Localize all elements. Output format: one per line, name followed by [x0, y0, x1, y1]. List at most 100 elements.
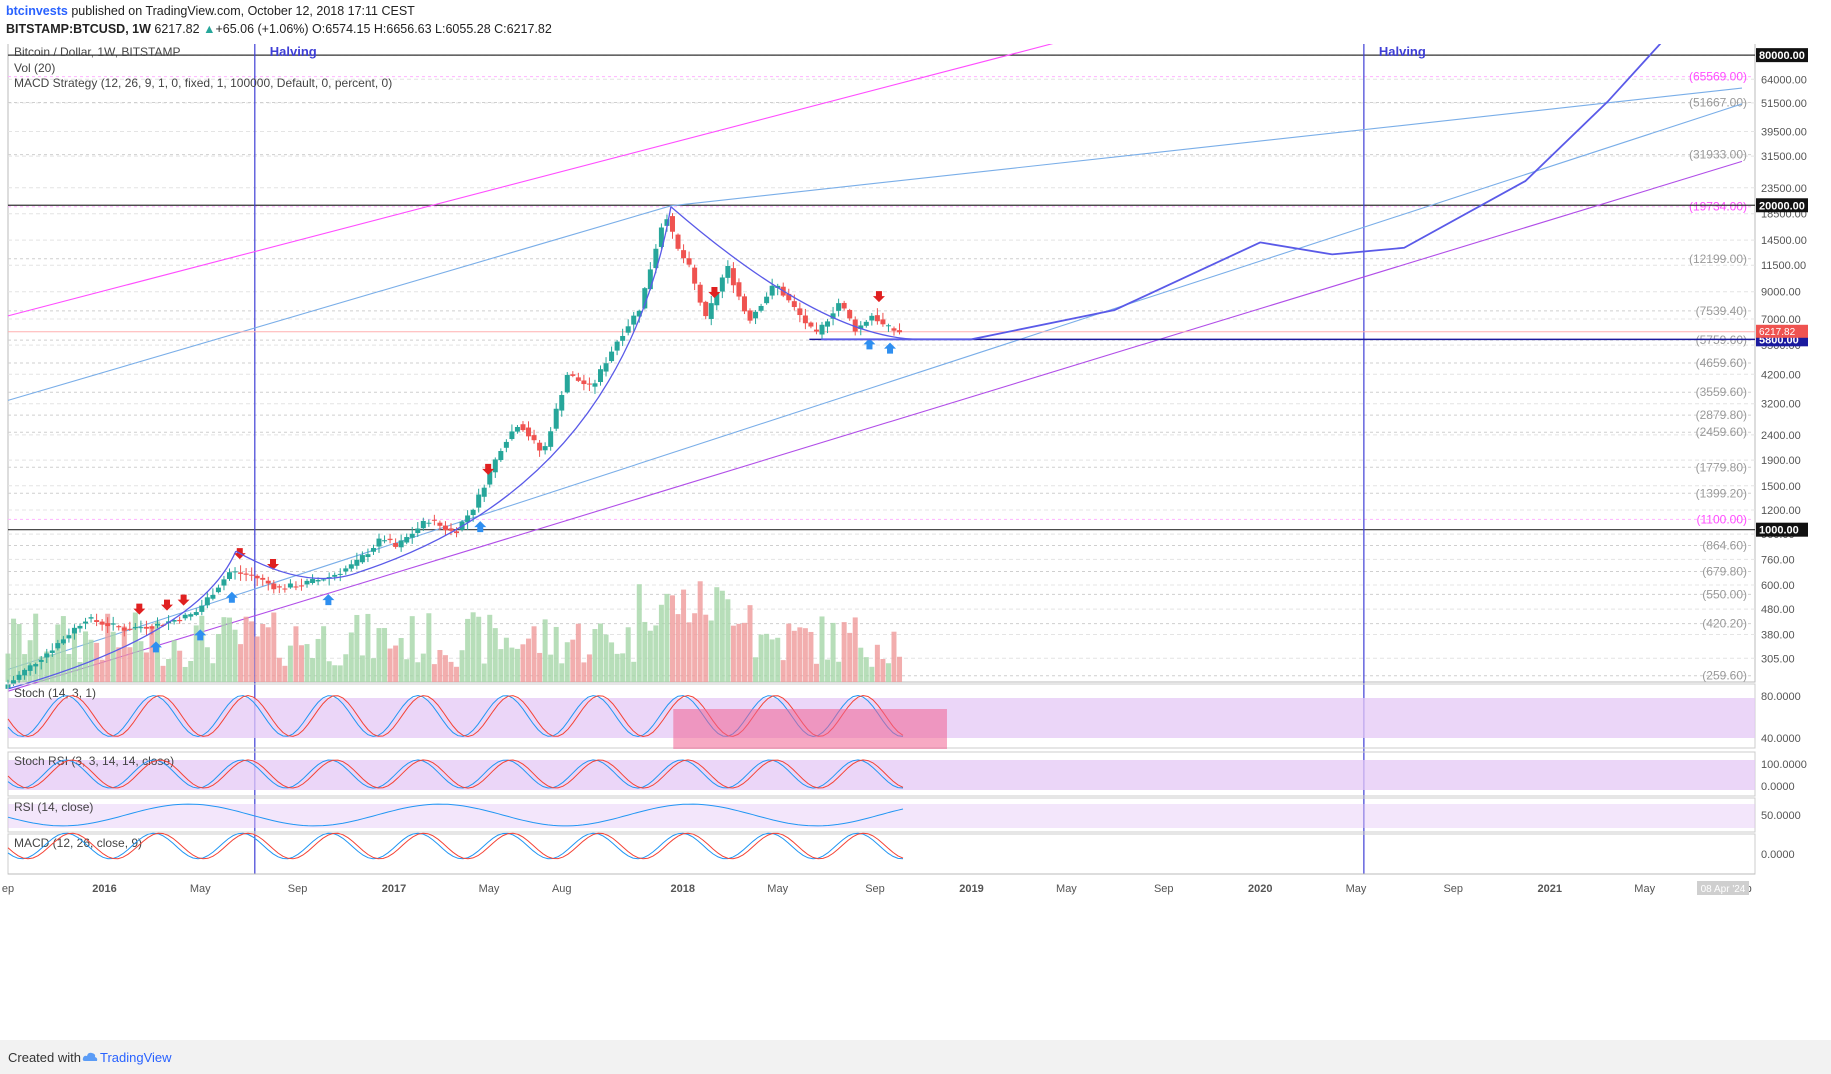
volume-bar	[636, 584, 642, 682]
oscillator-label: RSI (14, close)	[14, 800, 93, 814]
volume-bar	[370, 658, 376, 682]
fib-level-label: (1779.80)	[1696, 460, 1747, 474]
candle-body	[94, 620, 100, 623]
volume-bar	[575, 623, 581, 682]
symbol-line: BITSTAMP:BTCUSD, 1W 6217.82 ▲+65.06 (+1.…	[6, 22, 552, 36]
price-tick-label: 380.00	[1761, 629, 1795, 641]
candle-body	[204, 597, 210, 606]
fib-level-label: (31933.00)	[1689, 148, 1747, 162]
fib-level-label: (550.00)	[1702, 587, 1747, 601]
candle-body	[548, 431, 554, 447]
fib-level-label: (2459.60)	[1696, 425, 1747, 439]
volume-bar	[531, 626, 537, 682]
candle-body	[725, 265, 731, 278]
volume-bar	[697, 581, 703, 682]
chart-canvas[interactable]: 80000.00 64000.00 51500.00 39500.00 31500.00…	[0, 44, 1831, 1040]
volume-bar	[249, 621, 255, 682]
chart-area[interactable]: 80000.00 64000.00 51500.00 39500.00 31500.00…	[0, 44, 1831, 1040]
candle-body	[321, 579, 327, 581]
volume-bar	[382, 628, 388, 682]
fib-level-label: (420.20)	[1702, 617, 1747, 631]
volume-bar	[780, 660, 786, 682]
volume-bar	[27, 640, 33, 682]
candle-body	[609, 351, 615, 362]
volume-bar	[537, 652, 543, 682]
volume-bar	[459, 650, 465, 682]
volume-bar	[797, 627, 803, 682]
candle-body	[703, 301, 709, 317]
candle-body	[83, 621, 89, 624]
candle-body	[149, 626, 155, 629]
trendline-pink	[7, 44, 1054, 317]
candle-body	[226, 572, 232, 579]
candle-body	[238, 572, 244, 574]
candle-body	[653, 248, 659, 269]
indicator-label: Vol (20)	[14, 61, 55, 75]
fib-level-label: (864.60)	[1702, 538, 1747, 552]
candle-body	[387, 538, 393, 541]
price-tag-bg	[1756, 324, 1808, 338]
fib-level-label: (12199.00)	[1689, 252, 1747, 266]
candle-body	[66, 635, 72, 639]
price-tick-label: 4200.00	[1761, 369, 1801, 381]
candle-body	[44, 653, 50, 658]
volume-bar	[22, 654, 28, 682]
candle-body	[454, 531, 460, 534]
publish-line: btcinvests published on TradingView.com,…	[6, 4, 415, 18]
price-tick-label: 64000.00	[1761, 74, 1807, 86]
candle-body	[110, 623, 116, 625]
candle-body	[193, 612, 199, 615]
volume-bar	[476, 616, 482, 682]
volume-bar	[177, 650, 183, 682]
volume-bar	[874, 644, 880, 682]
volume-bar	[199, 615, 205, 682]
candle-body	[365, 554, 371, 558]
x-tick-label: Sep	[1443, 883, 1463, 895]
volume-bar	[586, 654, 592, 682]
volume-bar	[653, 625, 659, 682]
volume-bar	[49, 654, 55, 682]
oscillator-pane	[7, 797, 1756, 833]
volume-bar	[110, 631, 116, 682]
buy-signal-arrow	[863, 338, 876, 350]
candle-body	[808, 322, 814, 327]
candle-body	[132, 626, 138, 629]
volume-bar	[71, 631, 77, 682]
x-tick-label: May	[767, 883, 788, 895]
candle-body	[22, 669, 28, 676]
volume-bar	[553, 626, 559, 682]
volume-bar	[99, 659, 105, 682]
tradingview-link[interactable]: TradingView	[100, 1050, 172, 1065]
fib-level-label: (1100.00)	[1697, 512, 1747, 526]
volume-bar	[83, 631, 89, 682]
volume-bar	[243, 616, 249, 682]
candle-body	[343, 568, 349, 572]
symbol-label: BITSTAMP:BTCUSD, 1W	[6, 22, 151, 36]
price-tick-label: 1200.00	[1761, 505, 1801, 517]
candle-body	[802, 315, 808, 324]
volume-bar	[769, 639, 775, 682]
volume-bar	[885, 663, 891, 682]
price-tick-label: 480.00	[1761, 604, 1795, 616]
x-tick-label: May	[190, 883, 211, 895]
volume-bar	[116, 647, 122, 682]
candle-body	[282, 588, 288, 590]
volume-bar	[326, 661, 332, 682]
candle-body	[498, 451, 504, 461]
candle-body	[177, 619, 183, 622]
sell-signal-arrow	[872, 291, 885, 303]
fib-level-label: (679.80)	[1702, 564, 1747, 578]
halving-label: Halving	[270, 44, 317, 59]
candle-body	[664, 219, 670, 226]
publisher-link[interactable]: btcinvests	[6, 4, 68, 18]
candle-body	[581, 380, 587, 385]
candle-body	[116, 626, 122, 628]
price-tick-label: 1900.00	[1761, 455, 1801, 467]
volume-bar	[758, 634, 764, 682]
oscillator-tick-label: 40.0000	[1761, 733, 1801, 745]
volume-bar	[470, 612, 476, 682]
price-tick-label: 600.00	[1761, 580, 1795, 592]
candle-body	[182, 614, 188, 619]
candle-body	[99, 621, 105, 625]
volume-bar	[686, 622, 692, 682]
